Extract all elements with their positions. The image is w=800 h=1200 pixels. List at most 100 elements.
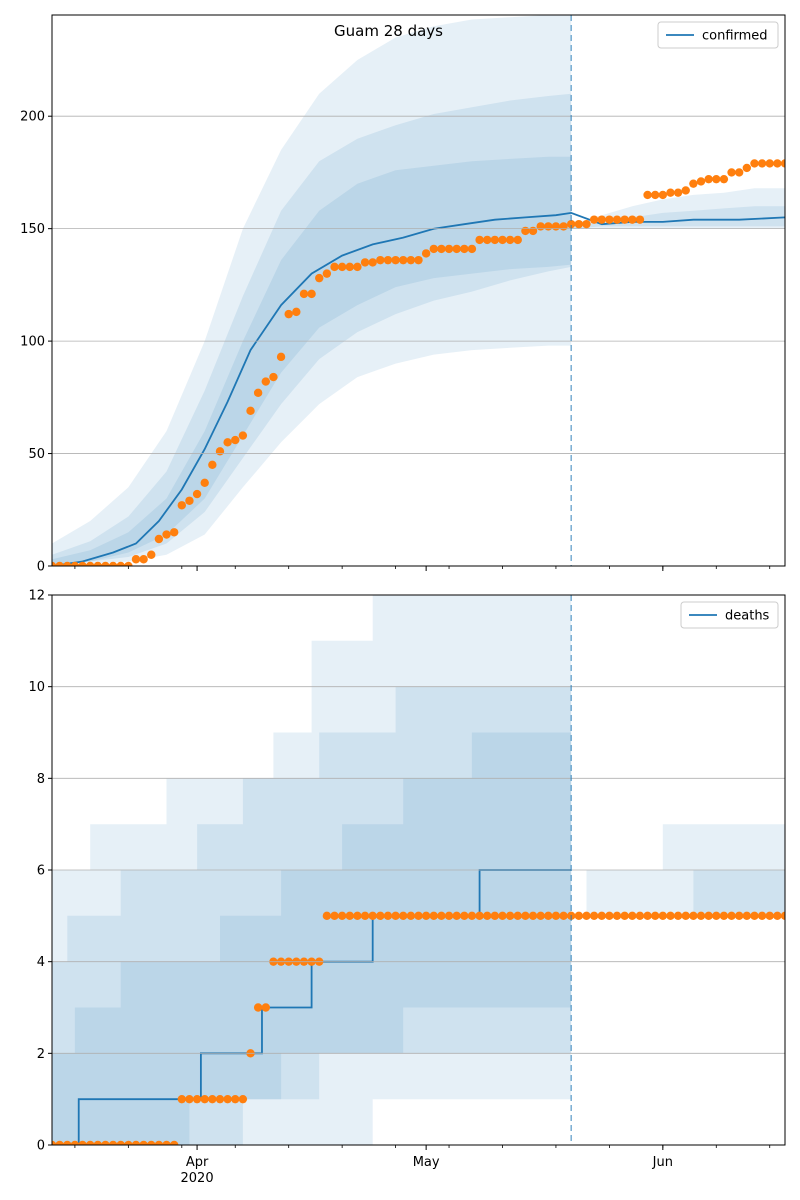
data-point — [513, 235, 522, 245]
data-point — [475, 911, 484, 921]
data-point — [727, 168, 736, 177]
data-point — [139, 1140, 148, 1145]
data-point — [521, 911, 530, 921]
x-tick-label: Jun — [652, 1155, 673, 1170]
data-point — [215, 447, 225, 456]
y-tick-label: 8 — [37, 772, 45, 787]
data-point — [177, 501, 187, 510]
observed-points — [52, 911, 785, 1145]
data-point — [689, 179, 698, 188]
data-point — [414, 911, 423, 921]
data-point — [612, 911, 622, 921]
data-point — [139, 555, 148, 564]
data-point — [108, 561, 118, 566]
legend: confirmed — [657, 21, 779, 49]
plot-area — [52, 15, 785, 566]
data-point — [574, 219, 584, 229]
data-point — [765, 159, 774, 168]
data-point — [63, 1140, 72, 1145]
data-point — [742, 911, 752, 921]
data-point — [406, 911, 416, 921]
data-point — [712, 911, 721, 921]
data-point — [238, 431, 248, 440]
data-point — [101, 1140, 110, 1145]
confidence-band-inner — [52, 156, 572, 566]
data-point — [353, 262, 362, 272]
data-point — [536, 911, 545, 921]
data-point — [444, 911, 454, 921]
data-point — [421, 249, 431, 258]
y-tick-label: 200 — [20, 110, 45, 125]
data-point — [85, 1140, 95, 1145]
data-point — [635, 911, 645, 921]
data-point — [124, 1140, 133, 1145]
data-point — [223, 1094, 232, 1104]
legend-box — [657, 21, 779, 49]
data-point — [116, 561, 125, 566]
confidence-band-middle — [52, 93, 572, 566]
data-point — [650, 190, 660, 200]
data-point — [490, 235, 500, 245]
data-point — [55, 1140, 64, 1145]
legend-label: confirmed — [702, 29, 768, 44]
data-point — [185, 496, 194, 505]
data-point — [750, 159, 759, 168]
data-point — [414, 255, 423, 265]
data-point — [551, 911, 561, 921]
data-point — [483, 235, 492, 245]
data-point — [147, 1140, 156, 1145]
y-tick-label: 100 — [20, 335, 45, 350]
data-point — [658, 190, 668, 200]
y-tick-label: 12 — [28, 589, 45, 604]
data-point — [452, 911, 461, 921]
data-point — [505, 235, 515, 245]
data-point — [345, 911, 354, 921]
data-point — [154, 534, 164, 544]
data-point — [162, 530, 171, 539]
data-point — [544, 222, 553, 231]
data-point — [399, 911, 408, 921]
data-point — [52, 561, 57, 566]
data-point — [391, 255, 400, 265]
data-point — [261, 1003, 270, 1012]
data-point — [131, 555, 141, 564]
data-point — [437, 911, 446, 921]
data-point — [528, 911, 538, 921]
data-point — [85, 561, 95, 566]
data-point — [444, 244, 454, 254]
data-point — [582, 911, 591, 921]
data-point — [681, 186, 690, 195]
data-point — [666, 911, 675, 921]
data-point — [421, 911, 431, 921]
data-point — [757, 159, 767, 168]
data-point — [391, 911, 400, 921]
data-point — [765, 911, 774, 921]
data-point — [635, 215, 645, 224]
data-point — [681, 911, 690, 921]
data-point — [734, 168, 744, 177]
data-point — [368, 258, 377, 267]
data-point — [169, 528, 179, 537]
x-tick-sublabel: 2020 — [181, 1171, 214, 1186]
data-point — [238, 1094, 248, 1104]
x-tick-label: Apr — [186, 1155, 209, 1170]
data-point — [124, 561, 133, 566]
plot-area — [52, 595, 785, 1145]
data-point — [712, 174, 721, 184]
data-point — [93, 561, 103, 566]
data-point — [780, 911, 785, 921]
y-tick-label: 10 — [28, 680, 45, 695]
data-point — [131, 1140, 141, 1145]
data-point — [70, 561, 80, 566]
data-point — [55, 561, 64, 566]
data-point — [246, 406, 255, 416]
data-point — [467, 911, 477, 921]
data-point — [460, 244, 469, 254]
data-point — [253, 1003, 263, 1012]
data-point — [704, 174, 713, 184]
data-point — [750, 911, 759, 921]
observed-points — [52, 159, 785, 566]
data-point — [63, 561, 72, 566]
data-point — [658, 911, 668, 921]
data-point — [582, 219, 591, 229]
